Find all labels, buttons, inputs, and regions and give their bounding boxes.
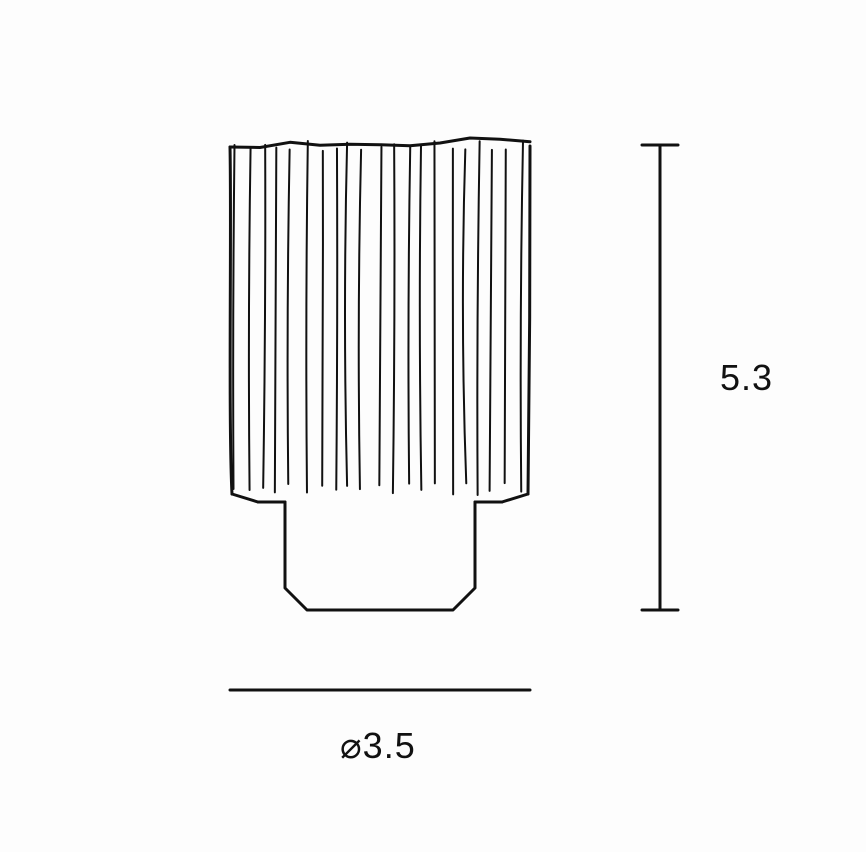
- cup-ribs: [233, 141, 523, 495]
- diameter-dimension-label: ⌀3.5: [340, 725, 416, 767]
- height-dimension-label: 5.3: [720, 357, 773, 399]
- drawing-canvas: 5.3 ⌀3.5: [0, 0, 866, 852]
- drawing-svg: [0, 0, 866, 852]
